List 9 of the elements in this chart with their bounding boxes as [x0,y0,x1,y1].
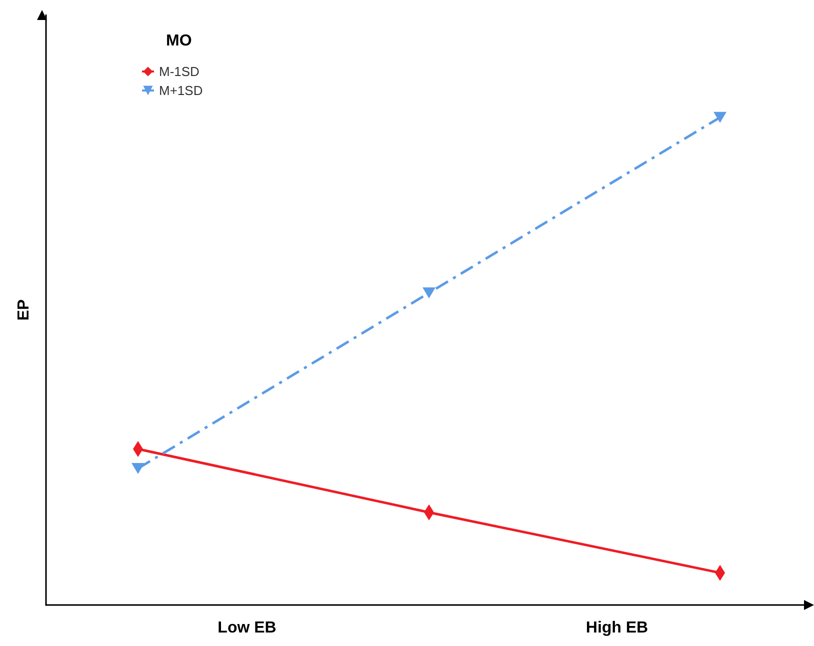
legend-label: M-1SD [159,64,200,79]
point [132,462,144,474]
text: High EB [586,620,648,636]
legend-title: MO [166,32,192,50]
text: Low EB [218,620,276,636]
y-axis-title: EP [16,299,32,321]
legend-label: M+1SD [159,83,203,98]
point [422,287,436,298]
point [714,112,726,123]
